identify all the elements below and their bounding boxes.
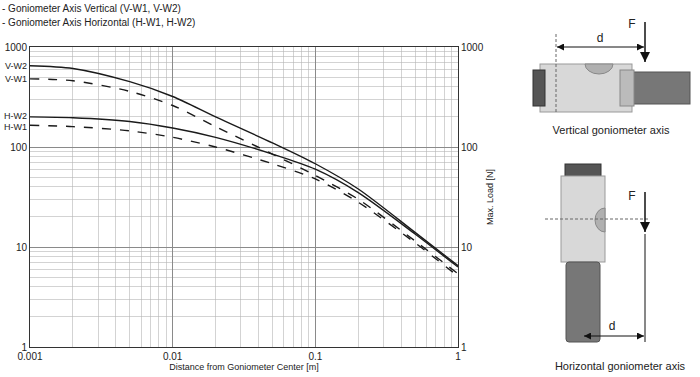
svg-text:H-W1: H-W1 — [4, 122, 27, 132]
svg-text:Max. Load [N]: Max. Load [N] — [485, 169, 495, 225]
svg-text:10: 10 — [16, 242, 28, 253]
svg-text:Horizontal goniometer axis: Horizontal goniometer axis — [555, 360, 686, 372]
svg-text:0.1: 0.1 — [308, 351, 322, 362]
svg-text:d: d — [597, 31, 604, 45]
svg-text:1: 1 — [455, 351, 461, 362]
svg-text:100: 100 — [461, 142, 478, 153]
svg-text:1000: 1000 — [461, 42, 484, 53]
svg-text:- Goniometer Axis Vertical (V-: - Goniometer Axis Vertical (V-W1, V-W2) — [2, 3, 181, 14]
svg-text:F: F — [628, 189, 635, 203]
svg-text:Vertical goniometer axis: Vertical goniometer axis — [553, 124, 670, 136]
svg-text:10: 10 — [461, 242, 473, 253]
svg-text:V-W2: V-W2 — [5, 61, 27, 71]
svg-text:d: d — [609, 319, 616, 333]
svg-text:1: 1 — [21, 342, 27, 353]
svg-text:1000: 1000 — [5, 42, 28, 53]
svg-text:- Goniometer Axis Horizontal (: - Goniometer Axis Horizontal (H-W1, H-W2… — [2, 17, 195, 28]
svg-text:H-W2: H-W2 — [4, 111, 27, 121]
svg-text:1: 1 — [461, 342, 467, 353]
svg-text:F: F — [628, 17, 635, 31]
svg-text:0.01: 0.01 — [163, 351, 183, 362]
svg-text:0.001: 0.001 — [17, 351, 42, 362]
svg-text:100: 100 — [10, 142, 27, 153]
svg-text:V-W1: V-W1 — [5, 74, 27, 84]
svg-text:Distance from Goniometer Cente: Distance from Goniometer Center [m] — [169, 362, 319, 372]
